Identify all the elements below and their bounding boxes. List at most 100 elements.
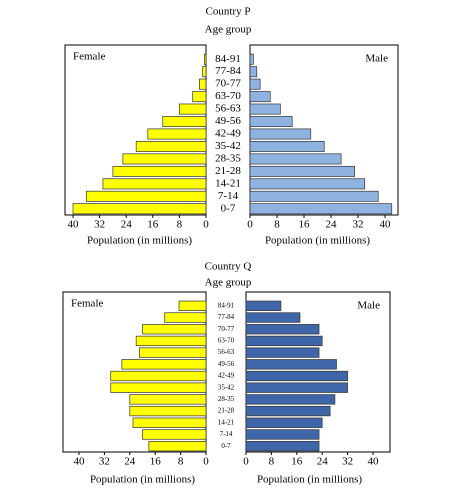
bar-male (249, 128, 312, 140)
x-tick-label: 40 (74, 456, 86, 468)
x-tick-label: 40 (68, 219, 80, 231)
bar-female (135, 335, 207, 347)
bar-female (72, 203, 207, 215)
legend-label: Male (357, 300, 380, 312)
category-label: 0-7 (221, 202, 236, 214)
bar-male (249, 103, 281, 115)
bar-female (129, 405, 207, 417)
category-label: 70-77 (215, 78, 241, 90)
bar-male (249, 53, 254, 65)
category-label: 49-56 (218, 360, 235, 368)
x-tick-label: 40 (380, 219, 392, 231)
x-tick-label: 24 (326, 219, 338, 231)
category-label: 42-49 (215, 128, 241, 140)
bar-male (249, 165, 355, 177)
x-tick-label: 32 (342, 456, 353, 468)
x-axis-label: Population (in millions) (257, 474, 362, 486)
x-tick-label: 40 (368, 456, 380, 468)
x-axis-label: Population (in millions) (87, 235, 192, 247)
x-tick-label: 0 (247, 219, 253, 231)
bar-female (110, 382, 207, 393)
x-tick-label: 24 (317, 456, 329, 468)
bar-female (102, 178, 207, 190)
bar-male (245, 300, 282, 311)
bar-female (132, 417, 207, 428)
category-label: 84-91 (218, 301, 235, 309)
x-tick-label: 16 (150, 456, 162, 468)
bar-male (249, 116, 293, 127)
category-label: 7-14 (218, 190, 239, 202)
bar-female (112, 165, 207, 177)
chart-title: Country P (206, 6, 251, 18)
bar-male (249, 153, 342, 165)
bar-male (245, 429, 320, 440)
bar-female (142, 324, 207, 335)
bar-male (249, 141, 325, 152)
bar-female (179, 103, 207, 115)
bar-female (162, 116, 207, 127)
category-label: 14-21 (215, 177, 241, 189)
bar-female (164, 312, 207, 323)
bar-female (142, 429, 207, 440)
bar-female (203, 53, 207, 65)
chart-title: Country Q (205, 261, 252, 273)
category-label: 7-14 (220, 430, 233, 438)
bar-male (245, 359, 337, 370)
category-label: 14-21 (218, 418, 235, 426)
bar-male (245, 394, 336, 405)
category-label: 21-28 (215, 165, 241, 177)
bar-female (147, 128, 207, 140)
category-label: 77-84 (218, 313, 235, 321)
x-tick-label: 8 (177, 219, 183, 231)
x-tick-label: 8 (178, 456, 184, 468)
category-label: 42-49 (218, 372, 235, 380)
legend-label: Female (73, 51, 105, 63)
bar-female (110, 370, 207, 382)
category-label: 35-42 (218, 383, 235, 391)
x-tick-label: 32 (353, 219, 364, 231)
bar-female (121, 359, 207, 370)
bar-male (245, 441, 320, 452)
x-tick-label: 16 (147, 219, 159, 231)
bar-female (148, 441, 207, 452)
x-tick-label: 8 (274, 219, 280, 231)
bar-female (129, 394, 207, 405)
chart-subtitle: Age group (205, 277, 252, 289)
legend-label: Male (365, 53, 388, 65)
bar-male (245, 335, 323, 347)
bar-female (135, 141, 207, 152)
category-label: 21-28 (218, 407, 235, 415)
bar-male (249, 91, 271, 103)
bar-male (245, 370, 348, 382)
category-label: 77-84 (215, 65, 241, 77)
chart-subtitle: Age group (205, 24, 252, 36)
x-tick-label: 16 (299, 219, 311, 231)
bar-female (85, 190, 207, 202)
bar-female (202, 66, 207, 78)
bar-male (245, 417, 323, 428)
bar-female (192, 91, 207, 103)
x-axis-label: Population (in millions) (265, 235, 370, 247)
bar-male (249, 66, 258, 78)
category-label: 35-42 (215, 140, 241, 152)
category-label: 84-91 (215, 53, 241, 65)
bar-male (245, 324, 320, 335)
x-tick-label: 24 (124, 456, 136, 468)
x-tick-label: 16 (291, 456, 303, 468)
x-tick-label: 32 (94, 219, 105, 231)
category-label: 63-70 (215, 90, 241, 102)
x-tick-label: 32 (99, 456, 110, 468)
category-label: 56-63 (218, 348, 235, 356)
bar-male (249, 78, 261, 90)
x-tick-label: 0 (203, 456, 209, 468)
category-label: 56-63 (215, 103, 241, 115)
category-label: 0-7 (221, 442, 231, 450)
bar-male (245, 405, 331, 417)
x-tick-label: 24 (121, 219, 133, 231)
category-label: 70-77 (218, 325, 235, 333)
bar-female (199, 78, 207, 90)
bar-female (122, 153, 207, 165)
x-tick-label: 0 (243, 456, 249, 468)
